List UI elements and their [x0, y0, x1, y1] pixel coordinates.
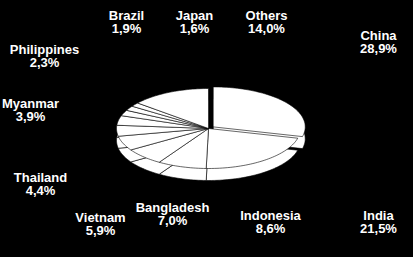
svg-text:Myanmar3,9%: Myanmar3,9%: [2, 96, 59, 124]
svg-text:Vietnam5,9%: Vietnam5,9%: [75, 210, 125, 238]
svg-text:Brazil1,9%: Brazil1,9%: [109, 8, 144, 36]
svg-text:Bangladesh7,0%: Bangladesh7,0%: [136, 200, 210, 228]
svg-text:Indonesia8,6%: Indonesia8,6%: [240, 208, 301, 236]
svg-text:Others14,0%: Others14,0%: [246, 8, 288, 36]
svg-text:India21,5%: India21,5%: [360, 208, 397, 236]
svg-text:Japan1,6%: Japan1,6%: [176, 8, 214, 36]
svg-text:Philippines2,3%: Philippines2,3%: [10, 42, 79, 70]
svg-text:Thailand4,4%: Thailand4,4%: [14, 170, 68, 198]
svg-text:China28,9%: China28,9%: [360, 28, 397, 56]
